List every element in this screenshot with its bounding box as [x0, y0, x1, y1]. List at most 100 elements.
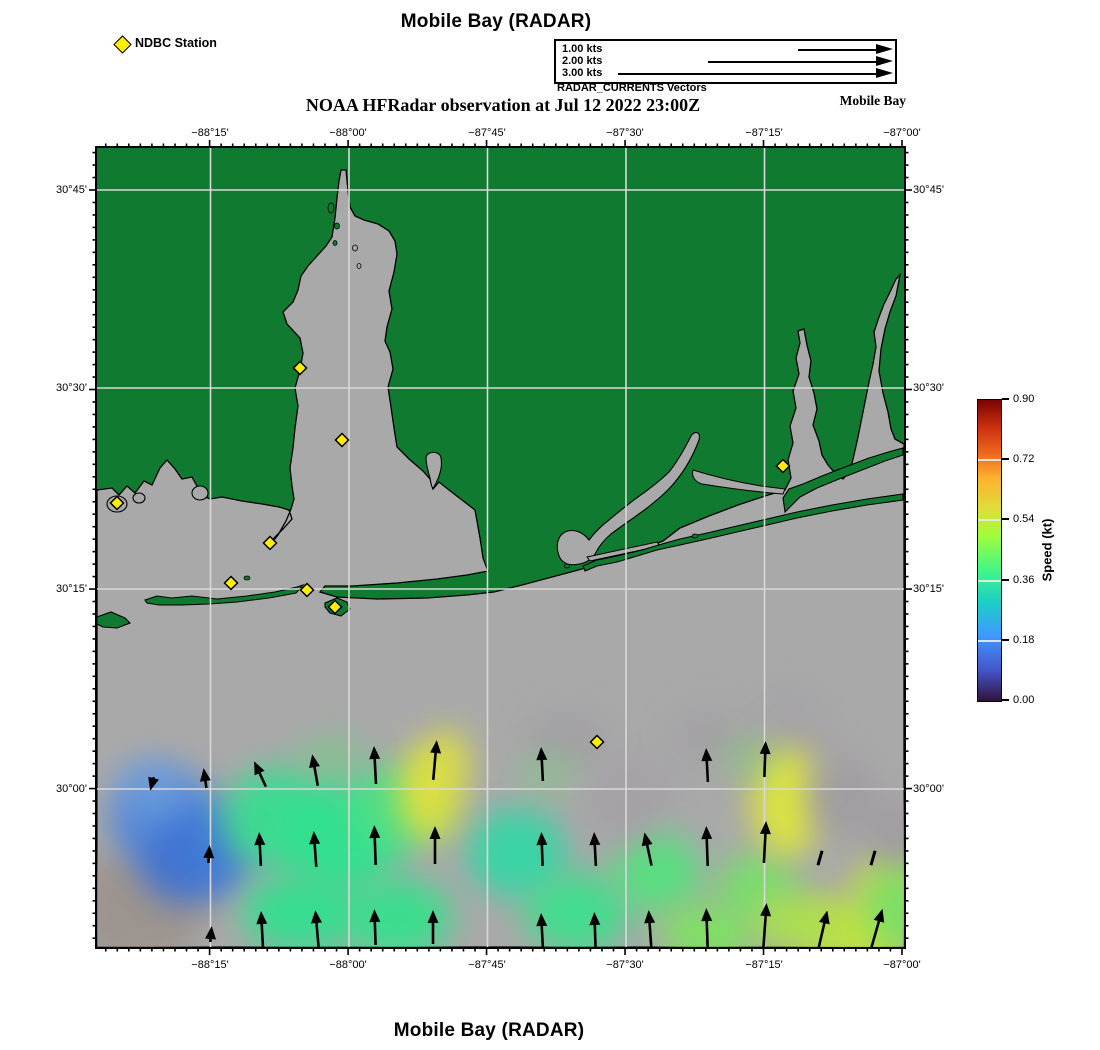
current-vector-arrow	[760, 903, 772, 947]
current-vector-arrow	[536, 832, 548, 867]
delta-islet	[327, 202, 335, 214]
colorbar-tick	[1002, 458, 1009, 460]
colorbar-tick-label: 0.18	[1013, 634, 1035, 646]
current-vector-arrow	[369, 825, 381, 866]
current-vector-arrow	[869, 850, 877, 866]
lon-tick-label-top: −87°45'	[468, 127, 506, 139]
current-vector-arrow	[536, 913, 548, 947]
lat-tick-label-right: 30°30'	[913, 382, 944, 394]
current-vector-arrow	[427, 910, 439, 944]
lon-tick-label-bottom: −87°45'	[468, 959, 506, 971]
current-vector-arrow	[870, 908, 885, 947]
lat-tick-label-left: 30°30'	[56, 382, 87, 394]
observation-subtitle: NOAA HFRadar observation at Jul 12 2022 …	[305, 95, 701, 115]
lon-tick-label-top: −87°15'	[745, 127, 783, 139]
lat-tick-label-right: 30°15'	[913, 583, 944, 595]
current-vector-arrow	[205, 926, 217, 943]
speed-field-blob	[587, 783, 657, 843]
lat-tick-label-left: 30°00'	[56, 783, 87, 795]
icw-islet-2	[691, 533, 699, 539]
current-vector-arrow	[759, 741, 771, 778]
lon-tick-label-bottom: −87°30'	[606, 959, 644, 971]
current-vector-arrow	[429, 826, 441, 864]
region-label: Mobile Bay	[839, 93, 906, 108]
colorbar-tick-label: 0.00	[1013, 694, 1035, 706]
vector-legend-arrow-shaft	[798, 49, 876, 51]
vector-legend-arrowhead-icon	[876, 56, 893, 66]
current-vector-arrow	[203, 845, 215, 864]
current-vector-arrow	[199, 768, 211, 789]
colorbar-gridline	[978, 519, 1001, 521]
speed-field-blob	[807, 758, 877, 838]
current-vector-arrow	[701, 826, 713, 867]
colorbar-tick	[1002, 639, 1009, 641]
ndbc-station-marker	[589, 734, 605, 750]
vector-legend-row: 3.00 kts	[556, 68, 895, 80]
lon-tick-label-top: −88°00'	[329, 127, 367, 139]
current-vector-arrow	[256, 911, 268, 947]
icw-islet	[564, 563, 570, 569]
lon-tick-label-bottom: −87°15'	[745, 959, 783, 971]
colorbar-tick	[1002, 398, 1009, 400]
current-vector-arrow	[536, 747, 548, 782]
vector-legend-row-label: 3.00 kts	[562, 67, 603, 79]
vector-scale-legend-box: 1.00 kts 2.00 kts 3.00 kts	[554, 39, 897, 84]
colorbar-tick-label: 0.72	[1013, 453, 1035, 465]
lat-tick-label-right: 30°45'	[913, 184, 944, 196]
current-vector-arrow	[309, 831, 321, 868]
current-vector-arrow	[430, 740, 442, 781]
delta-pond-2	[356, 263, 362, 269]
current-vector-arrow	[369, 746, 381, 785]
ndbc-station-marker	[292, 360, 308, 376]
colorbar-tick-label: 0.36	[1013, 574, 1035, 586]
ndbc-station-marker	[223, 575, 239, 591]
vector-legend-row: 1.00 kts	[556, 44, 895, 56]
sound-islet	[243, 575, 251, 581]
vector-legend-arrow-shaft	[618, 73, 876, 75]
current-vector-arrow	[644, 910, 656, 947]
oyster-bay-icw-wolf-bay	[556, 431, 700, 566]
colorbar-gridline	[978, 580, 1001, 582]
colorbar-tick	[1002, 579, 1009, 581]
ono-island-strip	[782, 447, 904, 514]
delta-islet-3	[332, 240, 338, 246]
lat-tick-label-left: 30°45'	[56, 184, 87, 196]
vector-legend-caption: RADAR_CURRENTS Vectors	[557, 82, 707, 94]
current-vector-arrow	[254, 832, 266, 867]
ndbc-station-marker	[327, 599, 343, 615]
delta-pond	[352, 244, 358, 252]
ndbc-station-marker	[109, 495, 125, 511]
colorbar-gridline	[978, 640, 1001, 642]
ndbc-station-marker	[262, 535, 278, 551]
ndbc-station-marker	[334, 432, 350, 448]
colorbar-tick	[1002, 518, 1009, 520]
map-plot-area	[95, 146, 906, 949]
vector-legend-row-label: 1.00 kts	[562, 43, 603, 55]
lat-tick-label-left: 30°15'	[56, 583, 87, 595]
current-vector-arrow	[369, 909, 381, 946]
current-vector-arrow	[309, 754, 320, 786]
current-vector-arrow	[759, 821, 771, 864]
colorbar-tick-label: 0.90	[1013, 393, 1035, 405]
vector-legend-row-label: 2.00 kts	[562, 55, 603, 67]
colorbar-axis-label: Speed (kt)	[1039, 518, 1055, 582]
grid-vectors-stations-overlay	[97, 148, 904, 947]
speed-field-blob	[757, 688, 817, 728]
ndbc-station-legend-label: NDBC Station	[135, 36, 217, 50]
current-vector-arrow	[148, 776, 159, 791]
petit-bois-island	[97, 611, 131, 629]
heron-bay	[191, 485, 209, 501]
dauphin-island	[144, 583, 305, 606]
current-vector-arrow	[817, 910, 830, 947]
lon-tick-label-top: −88°15'	[191, 127, 229, 139]
speed-field-blob	[297, 736, 367, 780]
colorbar-tick-label: 0.54	[1013, 513, 1035, 525]
weeks-bay	[425, 451, 443, 489]
current-vector-arrow	[816, 850, 824, 866]
colorbar-gridline	[978, 459, 1001, 461]
ndbc-station-marker	[775, 458, 791, 474]
speed-field-blob	[612, 833, 702, 913]
axis-ticks	[89, 140, 912, 955]
current-vector-arrow	[254, 761, 268, 788]
